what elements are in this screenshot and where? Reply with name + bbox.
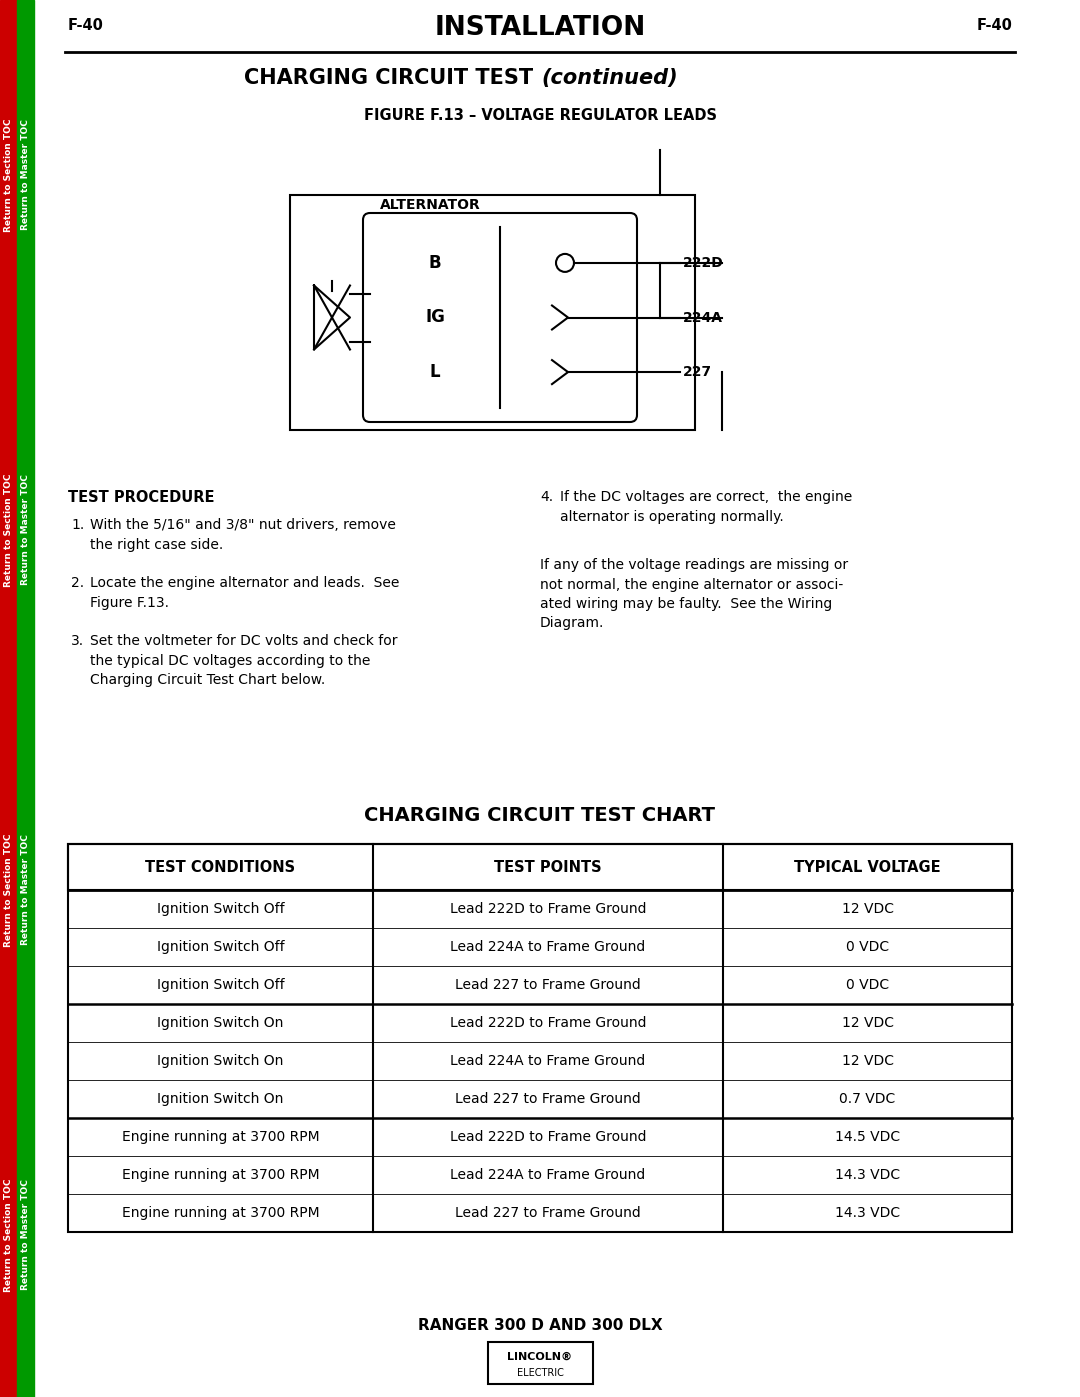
Text: Lead 222D to Frame Ground: Lead 222D to Frame Ground: [449, 902, 646, 916]
Text: (continued): (continued): [541, 68, 677, 88]
Text: Ignition Switch On: Ignition Switch On: [158, 1092, 284, 1106]
Bar: [487, 1343, 593, 1384]
Bar: [68, 844, 1012, 890]
Text: 0 VDC: 0 VDC: [846, 940, 889, 954]
Bar: [68, 1118, 1012, 1155]
Text: CHARGING CIRCUIT TEST: CHARGING CIRCUIT TEST: [244, 68, 540, 88]
Bar: [68, 890, 1012, 928]
Circle shape: [556, 254, 573, 272]
Text: 222D: 222D: [683, 256, 724, 270]
Bar: [68, 844, 1012, 1232]
Text: Lead 222D to Frame Ground: Lead 222D to Frame Ground: [449, 1130, 646, 1144]
Text: Lead 222D to Frame Ground: Lead 222D to Frame Ground: [449, 1016, 646, 1030]
Text: Return to Master TOC: Return to Master TOC: [21, 120, 30, 231]
Text: Lead 224A to Frame Ground: Lead 224A to Frame Ground: [450, 940, 646, 954]
Bar: [68, 1155, 1012, 1194]
Text: 1.: 1.: [71, 518, 84, 532]
Text: 0 VDC: 0 VDC: [846, 978, 889, 992]
Text: 3.: 3.: [71, 634, 84, 648]
Text: Lead 227 to Frame Ground: Lead 227 to Frame Ground: [455, 1206, 640, 1220]
Text: 227: 227: [683, 365, 712, 379]
Text: 4.: 4.: [540, 490, 553, 504]
Text: If any of the voltage readings are missing or
not normal, the engine alternator : If any of the voltage readings are missi…: [540, 557, 848, 630]
Text: 12 VDC: 12 VDC: [841, 902, 893, 916]
Text: F-40: F-40: [68, 18, 104, 34]
Text: 12 VDC: 12 VDC: [841, 1053, 893, 1067]
Text: Ignition Switch Off: Ignition Switch Off: [157, 978, 284, 992]
Bar: [68, 965, 1012, 1004]
Text: Lead 224A to Frame Ground: Lead 224A to Frame Ground: [450, 1168, 646, 1182]
Text: FIGURE F.13 – VOLTAGE REGULATOR LEADS: FIGURE F.13 – VOLTAGE REGULATOR LEADS: [364, 108, 716, 123]
Text: Ignition Switch Off: Ignition Switch Off: [157, 902, 284, 916]
Bar: [68, 1042, 1012, 1080]
Bar: [0, 0, 17, 1397]
Text: ELECTRIC: ELECTRIC: [516, 1368, 564, 1377]
Text: 14.5 VDC: 14.5 VDC: [835, 1130, 900, 1144]
Text: INSTALLATION: INSTALLATION: [434, 15, 646, 41]
Bar: [68, 1194, 1012, 1232]
Text: Return to Section TOC: Return to Section TOC: [4, 1178, 13, 1292]
Text: 14.3 VDC: 14.3 VDC: [835, 1168, 900, 1182]
Text: TYPICAL VOLTAGE: TYPICAL VOLTAGE: [794, 859, 941, 875]
Text: Return to Section TOC: Return to Section TOC: [4, 474, 13, 587]
Bar: [68, 928, 1012, 965]
Bar: [68, 1004, 1012, 1042]
Text: Return to Master TOC: Return to Master TOC: [21, 834, 30, 946]
Text: LINCOLN®: LINCOLN®: [508, 1352, 572, 1362]
Text: Engine running at 3700 RPM: Engine running at 3700 RPM: [122, 1168, 320, 1182]
Text: 12 VDC: 12 VDC: [841, 1016, 893, 1030]
Text: Return to Section TOC: Return to Section TOC: [4, 119, 13, 232]
Text: Engine running at 3700 RPM: Engine running at 3700 RPM: [122, 1130, 320, 1144]
Bar: [291, 196, 696, 430]
Text: With the 5/16" and 3/8" nut drivers, remove
the right case side.: With the 5/16" and 3/8" nut drivers, rem…: [90, 518, 396, 552]
Bar: [17, 0, 33, 1397]
Text: TEST PROCEDURE: TEST PROCEDURE: [68, 490, 215, 504]
FancyBboxPatch shape: [363, 212, 637, 422]
Text: Engine running at 3700 RPM: Engine running at 3700 RPM: [122, 1206, 320, 1220]
Text: 224A: 224A: [683, 310, 723, 324]
Text: ALTERNATOR: ALTERNATOR: [380, 198, 481, 212]
Text: RANGER 300 D AND 300 DLX: RANGER 300 D AND 300 DLX: [418, 1317, 662, 1333]
Text: 0.7 VDC: 0.7 VDC: [839, 1092, 895, 1106]
Text: L: L: [430, 363, 441, 381]
Text: Ignition Switch Off: Ignition Switch Off: [157, 940, 284, 954]
Text: B: B: [429, 254, 442, 272]
Text: CHARGING CIRCUIT TEST CHART: CHARGING CIRCUIT TEST CHART: [365, 806, 715, 826]
Text: If the DC voltages are correct,  the engine
alternator is operating normally.: If the DC voltages are correct, the engi…: [561, 490, 852, 524]
Text: Return to Master TOC: Return to Master TOC: [21, 475, 30, 585]
Bar: [68, 1080, 1012, 1118]
Text: Locate the engine alternator and leads.  See
Figure F.13.: Locate the engine alternator and leads. …: [90, 576, 400, 609]
Text: Return to Master TOC: Return to Master TOC: [21, 1179, 30, 1291]
Text: Lead 227 to Frame Ground: Lead 227 to Frame Ground: [455, 978, 640, 992]
Text: IG: IG: [426, 309, 445, 327]
Text: Ignition Switch On: Ignition Switch On: [158, 1053, 284, 1067]
Text: Ignition Switch On: Ignition Switch On: [158, 1016, 284, 1030]
Text: Set the voltmeter for DC volts and check for
the typical DC voltages according t: Set the voltmeter for DC volts and check…: [90, 634, 397, 687]
Text: Lead 224A to Frame Ground: Lead 224A to Frame Ground: [450, 1053, 646, 1067]
Text: F-40: F-40: [976, 18, 1012, 34]
Text: Return to Section TOC: Return to Section TOC: [4, 833, 13, 947]
Text: Lead 227 to Frame Ground: Lead 227 to Frame Ground: [455, 1092, 640, 1106]
Text: 2.: 2.: [71, 576, 84, 590]
Text: TEST POINTS: TEST POINTS: [495, 859, 602, 875]
Text: TEST CONDITIONS: TEST CONDITIONS: [146, 859, 296, 875]
Text: 14.3 VDC: 14.3 VDC: [835, 1206, 900, 1220]
